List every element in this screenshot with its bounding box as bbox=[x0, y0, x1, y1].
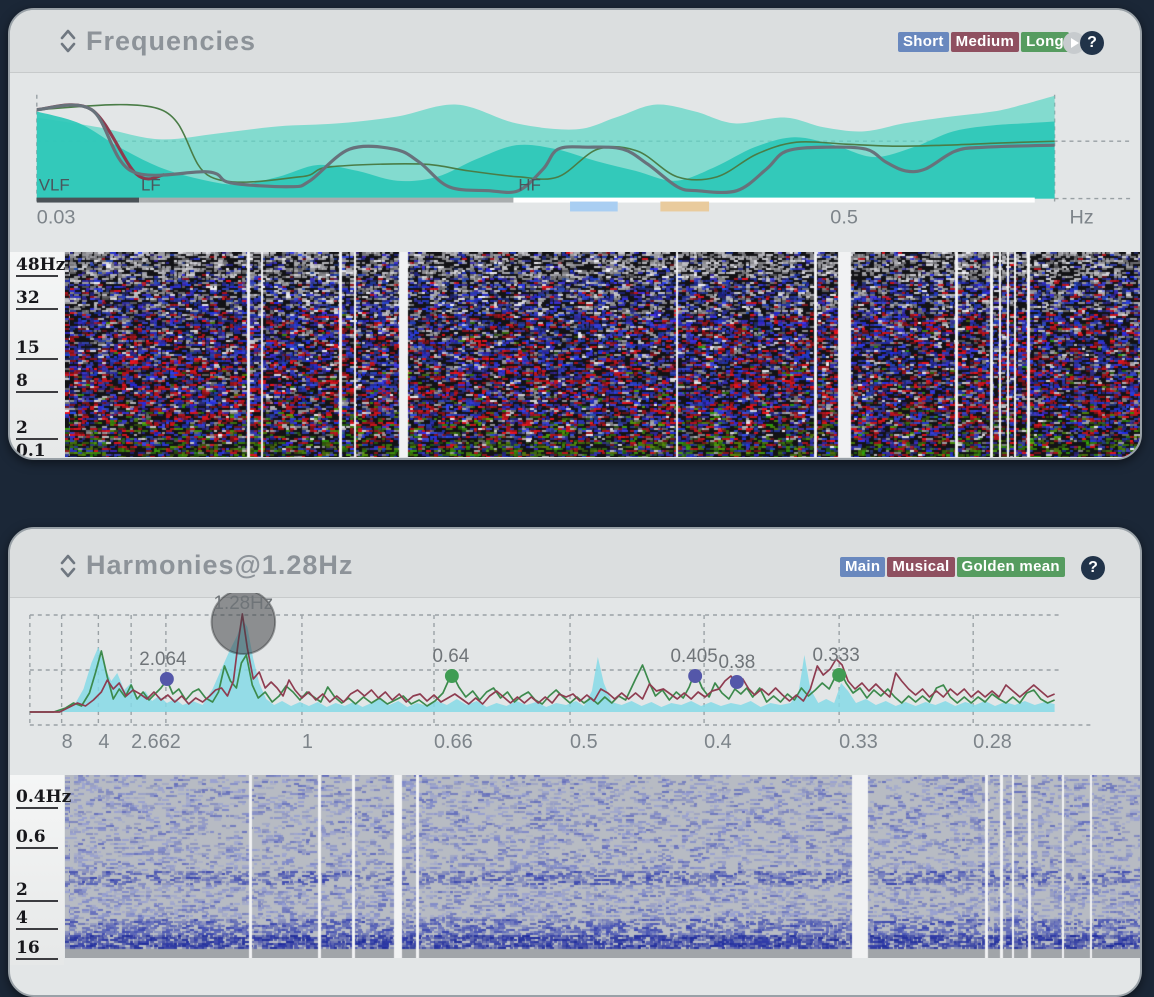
accent-bar-1[interactable] bbox=[660, 202, 709, 212]
marker-label-2.064: 2.064 bbox=[139, 649, 186, 670]
marker-dot-0.333[interactable] bbox=[832, 668, 846, 682]
legend-chip-short[interactable]: Short bbox=[898, 32, 949, 52]
freq-axis-label-1: 0.5 bbox=[830, 206, 858, 228]
spectrogram-y-label-15: 15 bbox=[16, 338, 58, 360]
harm-axis-label-1: 1 bbox=[302, 731, 313, 753]
freq-axis-label-2: Hz bbox=[1069, 206, 1093, 228]
freq-axis-label-0: 0.03 bbox=[37, 206, 76, 228]
band-bar-1 bbox=[139, 198, 513, 203]
frequencies-spectrogram-canvas bbox=[70, 252, 1140, 457]
harmonies-spectrogram-canvas bbox=[70, 775, 1140, 958]
band-label-vlf: VLF bbox=[39, 176, 70, 195]
frequencies-spectrogram-axis: 48Hz 32 15 8 20.1 bbox=[10, 252, 64, 458]
marker-dot-0.38[interactable] bbox=[730, 675, 744, 689]
harmonies-title: Harmonies@1.28Hz bbox=[86, 529, 353, 601]
marker-label-0.38: 0.38 bbox=[719, 652, 756, 673]
harmonies-header: Harmonies@1.28Hz MainMusicalGolden mean … bbox=[10, 529, 1140, 598]
marker-dot-0.405[interactable] bbox=[688, 669, 702, 683]
harm-axis-label-0_28: 0.28 bbox=[973, 731, 1012, 753]
harmonies-chart: 8 4 2.662 1 0.66 0.5 0.4 0.33 0.28 2.064 1.28Hz 0.6… bbox=[10, 593, 1140, 775]
spectrogram-y-label-16: 16 bbox=[16, 938, 58, 960]
band-label-lf: LF bbox=[141, 176, 161, 195]
harm-axis-label-8: 8 bbox=[62, 731, 73, 753]
frequencies-chart: VLF LF HF 0.03 0.5 Hz bbox=[10, 72, 1140, 252]
collapse-expand-icon[interactable] bbox=[58, 553, 78, 579]
legend-chip-main[interactable]: Main bbox=[840, 557, 885, 577]
band-label-hf: HF bbox=[518, 176, 540, 195]
harmonies-spectrogram: 0.4Hz 0.6 2 4 16 bbox=[10, 775, 1140, 965]
band-bar-0 bbox=[37, 198, 139, 203]
legend-chip-musical[interactable]: Musical bbox=[887, 557, 954, 577]
frequencies-title: Frequencies bbox=[86, 10, 256, 72]
spectrogram-y-label-2: 2 bbox=[16, 418, 58, 440]
frequencies-spectrogram: 48Hz 32 15 8 20.1 bbox=[10, 252, 1140, 458]
harmonies-panel: Harmonies@1.28Hz MainMusicalGolden mean … bbox=[8, 527, 1142, 997]
frequencies-panel: Frequencies ShortMediumLong ? VLF LF HF 0.0… bbox=[8, 8, 1142, 460]
harm-axis-label-4: 4 bbox=[98, 731, 109, 753]
spectrogram-y-label-8: 8 bbox=[16, 371, 58, 393]
legend-chip-golden-mean[interactable]: Golden mean bbox=[957, 557, 1065, 577]
spectrogram-y-label-0.4hz: 0.4Hz bbox=[16, 787, 58, 809]
harmonies-legend: MainMusicalGolden mean bbox=[840, 557, 1065, 577]
accent-bar-0[interactable] bbox=[570, 202, 618, 212]
harm-axis-label-0_5: 0.5 bbox=[570, 731, 598, 753]
help-button-harmonies[interactable]: ? bbox=[1081, 556, 1105, 580]
spectrogram-y-label-0.6: 0.6 bbox=[16, 827, 58, 849]
harm-axis-label-0_4: 0.4 bbox=[704, 731, 732, 753]
marker-label-0.405: 0.405 bbox=[671, 646, 718, 667]
legend-chip-long[interactable]: Long bbox=[1021, 32, 1069, 52]
help-button-frequencies[interactable]: ? bbox=[1080, 31, 1104, 55]
collapse-expand-icon[interactable] bbox=[58, 28, 78, 54]
marker-label-0.64: 0.64 bbox=[433, 646, 470, 667]
harmonies-spectrogram-axis: 0.4Hz 0.6 2 4 16 bbox=[10, 775, 64, 965]
harm-axis-label-0_33: 0.33 bbox=[839, 731, 878, 753]
spectrogram-y-label-0.1: 0.1 bbox=[16, 441, 58, 460]
frequencies-legend: ShortMediumLong bbox=[898, 32, 1069, 52]
spectrogram-y-label-4: 4 bbox=[16, 908, 58, 930]
harm-axis-label-0_66: 0.66 bbox=[434, 731, 473, 753]
spectrogram-y-label-2: 2 bbox=[16, 880, 58, 902]
marker-label-0.333: 0.333 bbox=[813, 645, 860, 666]
spectrogram-y-label-48hz: 48Hz bbox=[16, 255, 58, 277]
legend-chip-medium[interactable]: Medium bbox=[951, 32, 1019, 52]
marker-dot-0.64[interactable] bbox=[445, 669, 459, 683]
frequencies-header: Frequencies ShortMediumLong ? bbox=[10, 10, 1140, 73]
marker-dot-2.064[interactable] bbox=[160, 672, 174, 686]
harm-axis-label-2_662: 2.662 bbox=[131, 731, 181, 753]
marker-label-1.28Hz: 1.28Hz bbox=[213, 593, 273, 614]
spectrogram-y-label-32: 32 bbox=[16, 288, 58, 310]
